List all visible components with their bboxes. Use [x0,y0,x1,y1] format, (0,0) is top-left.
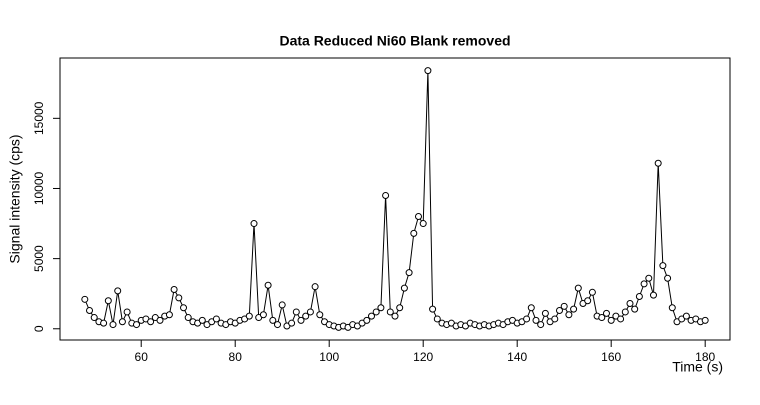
data-point [316,311,324,319]
y-axis-label: Signal intensity (cps) [7,134,23,263]
data-point [198,316,206,324]
x-tick-label: 80 [229,350,243,364]
data-point [109,321,117,329]
data-point [659,262,667,270]
data-point [123,308,131,316]
data-point [184,314,192,322]
data-point [212,315,220,323]
data-point [180,304,188,312]
y-tick-label: 15000 [32,101,46,135]
data-point [640,280,648,288]
data-point [133,321,141,329]
data-point [156,316,164,324]
data-point [292,308,300,316]
x-tick-label: 180 [695,350,715,364]
data-point [654,159,662,167]
data-point [588,288,596,296]
data-point [90,314,98,322]
data-point [306,308,314,316]
data-point [250,220,258,228]
data-point [311,283,319,291]
data-point [682,312,690,320]
data-point [368,312,376,320]
y-tick-label: 0 [32,325,46,332]
y-tick-label: 10000 [32,171,46,205]
data-point [269,316,277,324]
data-point [523,315,531,323]
plot-frame [59,57,731,341]
data-point [377,304,385,312]
data-point [635,293,643,301]
x-axis-label: Time (s) [672,359,723,375]
data-point [532,316,540,324]
data-point [264,281,272,289]
series-line [84,70,706,328]
data-point [363,316,371,324]
data-point [668,304,676,312]
data-point [386,308,394,316]
data-point [664,274,672,282]
data-point [598,314,606,322]
x-tick-label: 120 [413,350,433,364]
y-tick-label: 5000 [32,245,46,272]
data-point [81,295,89,303]
data-point [565,311,573,319]
data-point [165,311,173,319]
data-point [645,274,653,282]
data-point [560,302,568,310]
data-point [175,294,183,302]
data-point [104,297,112,305]
data-point [584,297,592,305]
data-point [621,308,629,316]
data-point [649,291,657,299]
data-point [433,315,441,323]
data-point [574,284,582,292]
data-point [631,305,639,313]
data-point [626,300,634,308]
chart-title: Data Reduced Ni60 Blank removed [279,33,510,49]
data-point [86,307,94,315]
data-point [274,321,282,329]
data-point [147,318,155,326]
data-point [527,304,535,312]
data-point [245,312,253,320]
data-point [541,309,549,317]
data-point [602,309,610,317]
data-point [701,316,709,324]
data-point [537,321,545,329]
data-point [382,191,390,199]
data-point [170,285,178,293]
x-tick-label: 100 [319,350,339,364]
x-tick-label: 160 [601,350,621,364]
x-tick-label: 60 [135,350,149,364]
data-point [372,308,380,316]
data-point [302,312,310,320]
data-point [259,311,267,319]
data-point [100,319,108,327]
data-point [405,269,413,277]
data-point [278,301,286,309]
data-point [391,312,399,320]
data-point [617,315,625,323]
data-point [429,305,437,313]
data-point [114,287,122,295]
data-point [400,284,408,292]
data-point [396,304,404,312]
data-point [288,319,296,327]
data-point [419,220,427,228]
data-point [118,318,126,326]
x-tick-label: 140 [507,350,527,364]
data-point [570,305,578,313]
data-point [297,316,305,324]
data-point [414,213,422,221]
data-point [555,307,563,315]
data-point [551,315,559,323]
data-point [424,67,432,75]
data-point [607,316,615,324]
data-point [410,229,418,237]
